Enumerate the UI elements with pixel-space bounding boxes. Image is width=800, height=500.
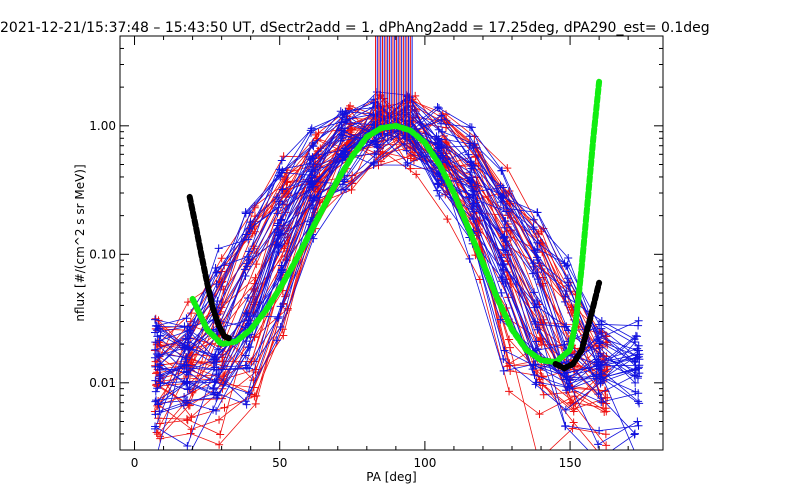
y-tick-label: 0.01: [89, 376, 116, 390]
trace-line-blue-1: [158, 143, 636, 405]
trace-line-red-17: [158, 132, 603, 408]
x-tick-label: 150: [559, 456, 582, 470]
x-tick-label: 50: [272, 456, 287, 470]
trace-marker: [634, 316, 643, 325]
plot-frame: [119, 35, 664, 451]
trace-marker: [601, 404, 610, 413]
trace-line-blue-23: [154, 98, 635, 450]
trace-line-red-36: [159, 105, 604, 392]
x-axis-label: PA [deg]: [366, 470, 416, 484]
trace-marker: [150, 424, 159, 433]
trace-marker: [634, 389, 643, 398]
trace-line-red-33: [157, 151, 605, 430]
fit-curve-2: [552, 279, 603, 372]
y-tick-label: 0.10: [89, 247, 116, 261]
trace-line-red-37: [159, 135, 607, 446]
trace-line-blue-15: [159, 96, 637, 383]
x-tick-label: 0: [131, 456, 139, 470]
trace-marker: [153, 332, 162, 341]
trace-marker: [535, 456, 543, 464]
trace-marker: [151, 456, 159, 464]
trace-marker: [151, 397, 160, 406]
trace-bundle: [150, 36, 644, 464]
trace-marker: [183, 455, 191, 463]
trace-marker: [600, 455, 608, 463]
trace-marker: [600, 407, 609, 416]
trace-marker: [153, 384, 162, 393]
trace-line-blue-30: [158, 111, 640, 360]
trace-marker: [602, 441, 611, 450]
trace-line-blue-28: [158, 123, 639, 432]
x-tick-label: 100: [413, 456, 436, 470]
trace-marker: [151, 314, 160, 323]
trace-marker: [151, 410, 160, 419]
trace-line-blue-18: [159, 127, 638, 377]
trace-marker: [154, 456, 162, 464]
y-axis-label: nflux [#/(cm^2 s sr MeV)]: [73, 164, 87, 321]
trace-marker: [631, 337, 640, 346]
fit-curve-1: [186, 193, 234, 342]
trace-line-blue-24: [157, 91, 638, 363]
trace-marker: [633, 353, 642, 362]
trace-marker: [151, 376, 160, 385]
fit-curve-0: [189, 78, 603, 366]
y-tick-label: 1.00: [89, 119, 116, 133]
trace-marker: [594, 456, 602, 464]
trace-marker: [632, 452, 640, 460]
chart-title: 2021-12-21/15:37:48 – 15:43:50 UT, dSect…: [0, 20, 710, 36]
